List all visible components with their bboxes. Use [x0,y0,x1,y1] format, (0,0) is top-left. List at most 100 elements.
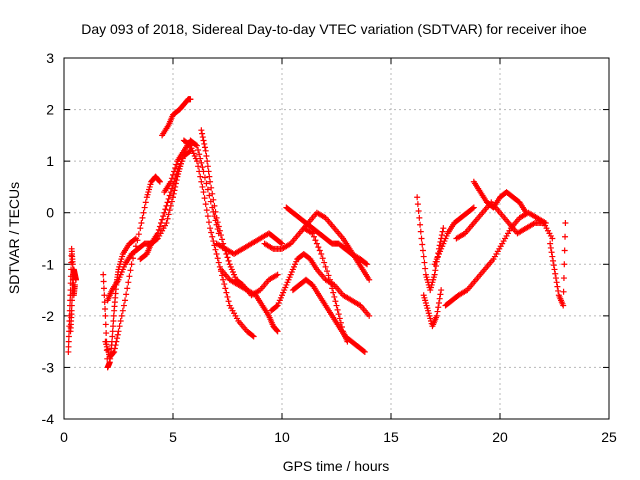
series-arc-k [213,230,285,257]
data-point [113,338,120,345]
data-point [110,323,117,330]
data-point [192,141,199,148]
data-point [102,321,109,328]
data-point [110,349,117,356]
data-point [68,307,75,314]
data-point [100,271,107,278]
data-point [432,267,439,274]
x-tick-label: 20 [492,429,508,445]
data-point [225,298,232,305]
data-point [164,199,171,206]
data-point [65,348,72,355]
data-point [207,178,214,185]
data-point [165,211,172,218]
data-point [200,189,207,196]
data-point [316,247,323,254]
data-point [552,270,559,277]
x-tick-label: 5 [169,429,177,445]
data-point [202,201,209,208]
data-point [123,291,130,298]
axis-ticks [63,57,610,420]
x-axis-title: GPS time / hours [283,458,390,474]
data-point [208,229,215,236]
data-point [220,276,227,283]
data-point [199,130,206,137]
data-point [318,250,325,257]
data-point [221,281,228,288]
chart-title: Day 093 of 2018, Sidereal Day-to-day VTE… [81,21,587,37]
data-point [196,168,203,175]
series-arc-h [161,137,222,237]
data-point [199,183,206,190]
data-point [322,263,329,270]
data-point [138,220,145,227]
data-point [68,297,75,304]
data-point [338,324,345,331]
data-point [419,247,426,254]
data-point [325,272,332,279]
data-point [167,178,174,185]
data-point [134,237,141,244]
data-point [560,288,567,295]
series-arc-m [268,250,373,319]
data-point [438,287,445,294]
data-point [213,214,220,221]
data-point [337,319,344,326]
data-point [214,219,221,226]
data-point [160,213,167,220]
data-point [102,312,109,319]
data-point [422,265,429,272]
series-arc-o [261,209,373,283]
data-point [250,333,257,340]
data-point [216,227,223,234]
data-point [111,345,118,352]
data-point [219,236,226,243]
data-point [562,233,569,240]
data-point [274,328,281,335]
data-point [69,281,76,288]
data-point [114,331,121,338]
data-point [366,276,373,283]
data-point [329,285,336,292]
data-point [205,168,212,175]
series-arc-l [217,266,281,335]
data-point [214,255,221,262]
data-point [224,293,231,300]
data-point [206,173,213,180]
data-point [115,328,122,335]
data-point [195,146,202,153]
data-point [435,304,442,311]
series-arc-b [67,266,79,335]
data-point [273,303,280,310]
data-point [362,260,369,267]
data-point [100,278,107,285]
data-point [416,214,423,221]
data-point [315,244,322,251]
data-point [224,254,231,261]
data-point [128,261,135,268]
data-point [547,240,554,247]
data-point [204,158,211,165]
data-point [171,168,178,175]
data-point [103,330,110,337]
data-point [209,233,216,240]
data-point [204,186,211,193]
data-point [212,208,219,215]
data-point [223,289,230,296]
data-point [126,273,133,280]
data-point [439,228,446,235]
data-point [166,192,173,199]
data-point [330,289,337,296]
data-points [65,96,569,371]
data-point [168,198,175,205]
series-arc-i [180,137,257,340]
data-point [217,232,224,239]
data-point [310,233,317,240]
data-point [141,204,148,211]
data-point [417,228,424,235]
data-point [414,201,421,208]
data-point [125,279,132,286]
data-point [212,246,219,253]
data-point [163,220,170,227]
data-point [470,204,477,211]
